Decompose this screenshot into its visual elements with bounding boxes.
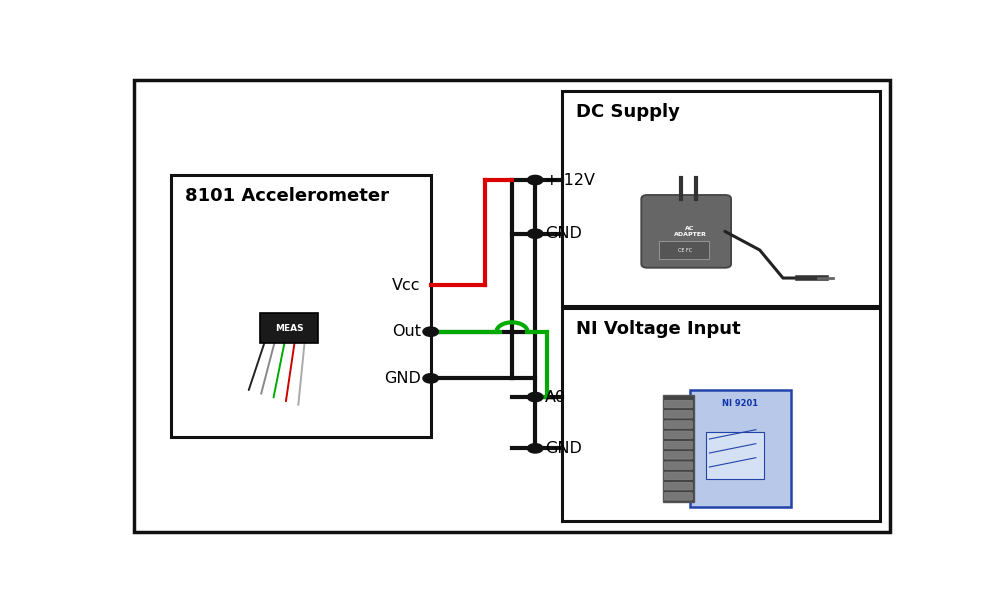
Circle shape <box>423 327 439 336</box>
FancyBboxPatch shape <box>261 313 319 344</box>
FancyBboxPatch shape <box>664 493 692 500</box>
Text: GND: GND <box>384 371 421 386</box>
Text: GND: GND <box>545 226 582 241</box>
FancyBboxPatch shape <box>664 431 692 439</box>
Text: + 12V: + 12V <box>545 173 595 187</box>
Text: Out: Out <box>392 324 421 339</box>
FancyBboxPatch shape <box>134 80 890 532</box>
Text: CE FC: CE FC <box>677 247 691 253</box>
FancyBboxPatch shape <box>705 432 763 479</box>
FancyBboxPatch shape <box>562 92 880 306</box>
Circle shape <box>527 175 543 185</box>
Text: NI 9201: NI 9201 <box>722 399 758 408</box>
Text: A0: A0 <box>545 390 566 405</box>
FancyBboxPatch shape <box>664 410 692 418</box>
Text: NI Voltage Input: NI Voltage Input <box>576 320 741 338</box>
FancyBboxPatch shape <box>664 472 692 479</box>
FancyBboxPatch shape <box>664 441 692 449</box>
FancyBboxPatch shape <box>664 421 692 428</box>
FancyBboxPatch shape <box>690 390 791 507</box>
Circle shape <box>527 444 543 453</box>
FancyBboxPatch shape <box>663 395 694 502</box>
Text: 8101 Accelerometer: 8101 Accelerometer <box>185 187 390 205</box>
Text: MEAS: MEAS <box>275 324 304 333</box>
FancyBboxPatch shape <box>664 401 692 408</box>
Circle shape <box>527 392 543 402</box>
FancyBboxPatch shape <box>641 195 731 268</box>
Circle shape <box>527 229 543 238</box>
Text: DC Supply: DC Supply <box>576 103 680 121</box>
FancyBboxPatch shape <box>172 175 431 437</box>
Text: Vcc: Vcc <box>393 278 421 293</box>
FancyBboxPatch shape <box>659 241 709 259</box>
FancyBboxPatch shape <box>664 451 692 459</box>
FancyBboxPatch shape <box>562 308 880 521</box>
FancyBboxPatch shape <box>664 462 692 469</box>
Circle shape <box>423 374 439 383</box>
FancyBboxPatch shape <box>664 482 692 490</box>
Text: AC
ADAPTER: AC ADAPTER <box>673 226 706 237</box>
Text: GND: GND <box>545 441 582 456</box>
